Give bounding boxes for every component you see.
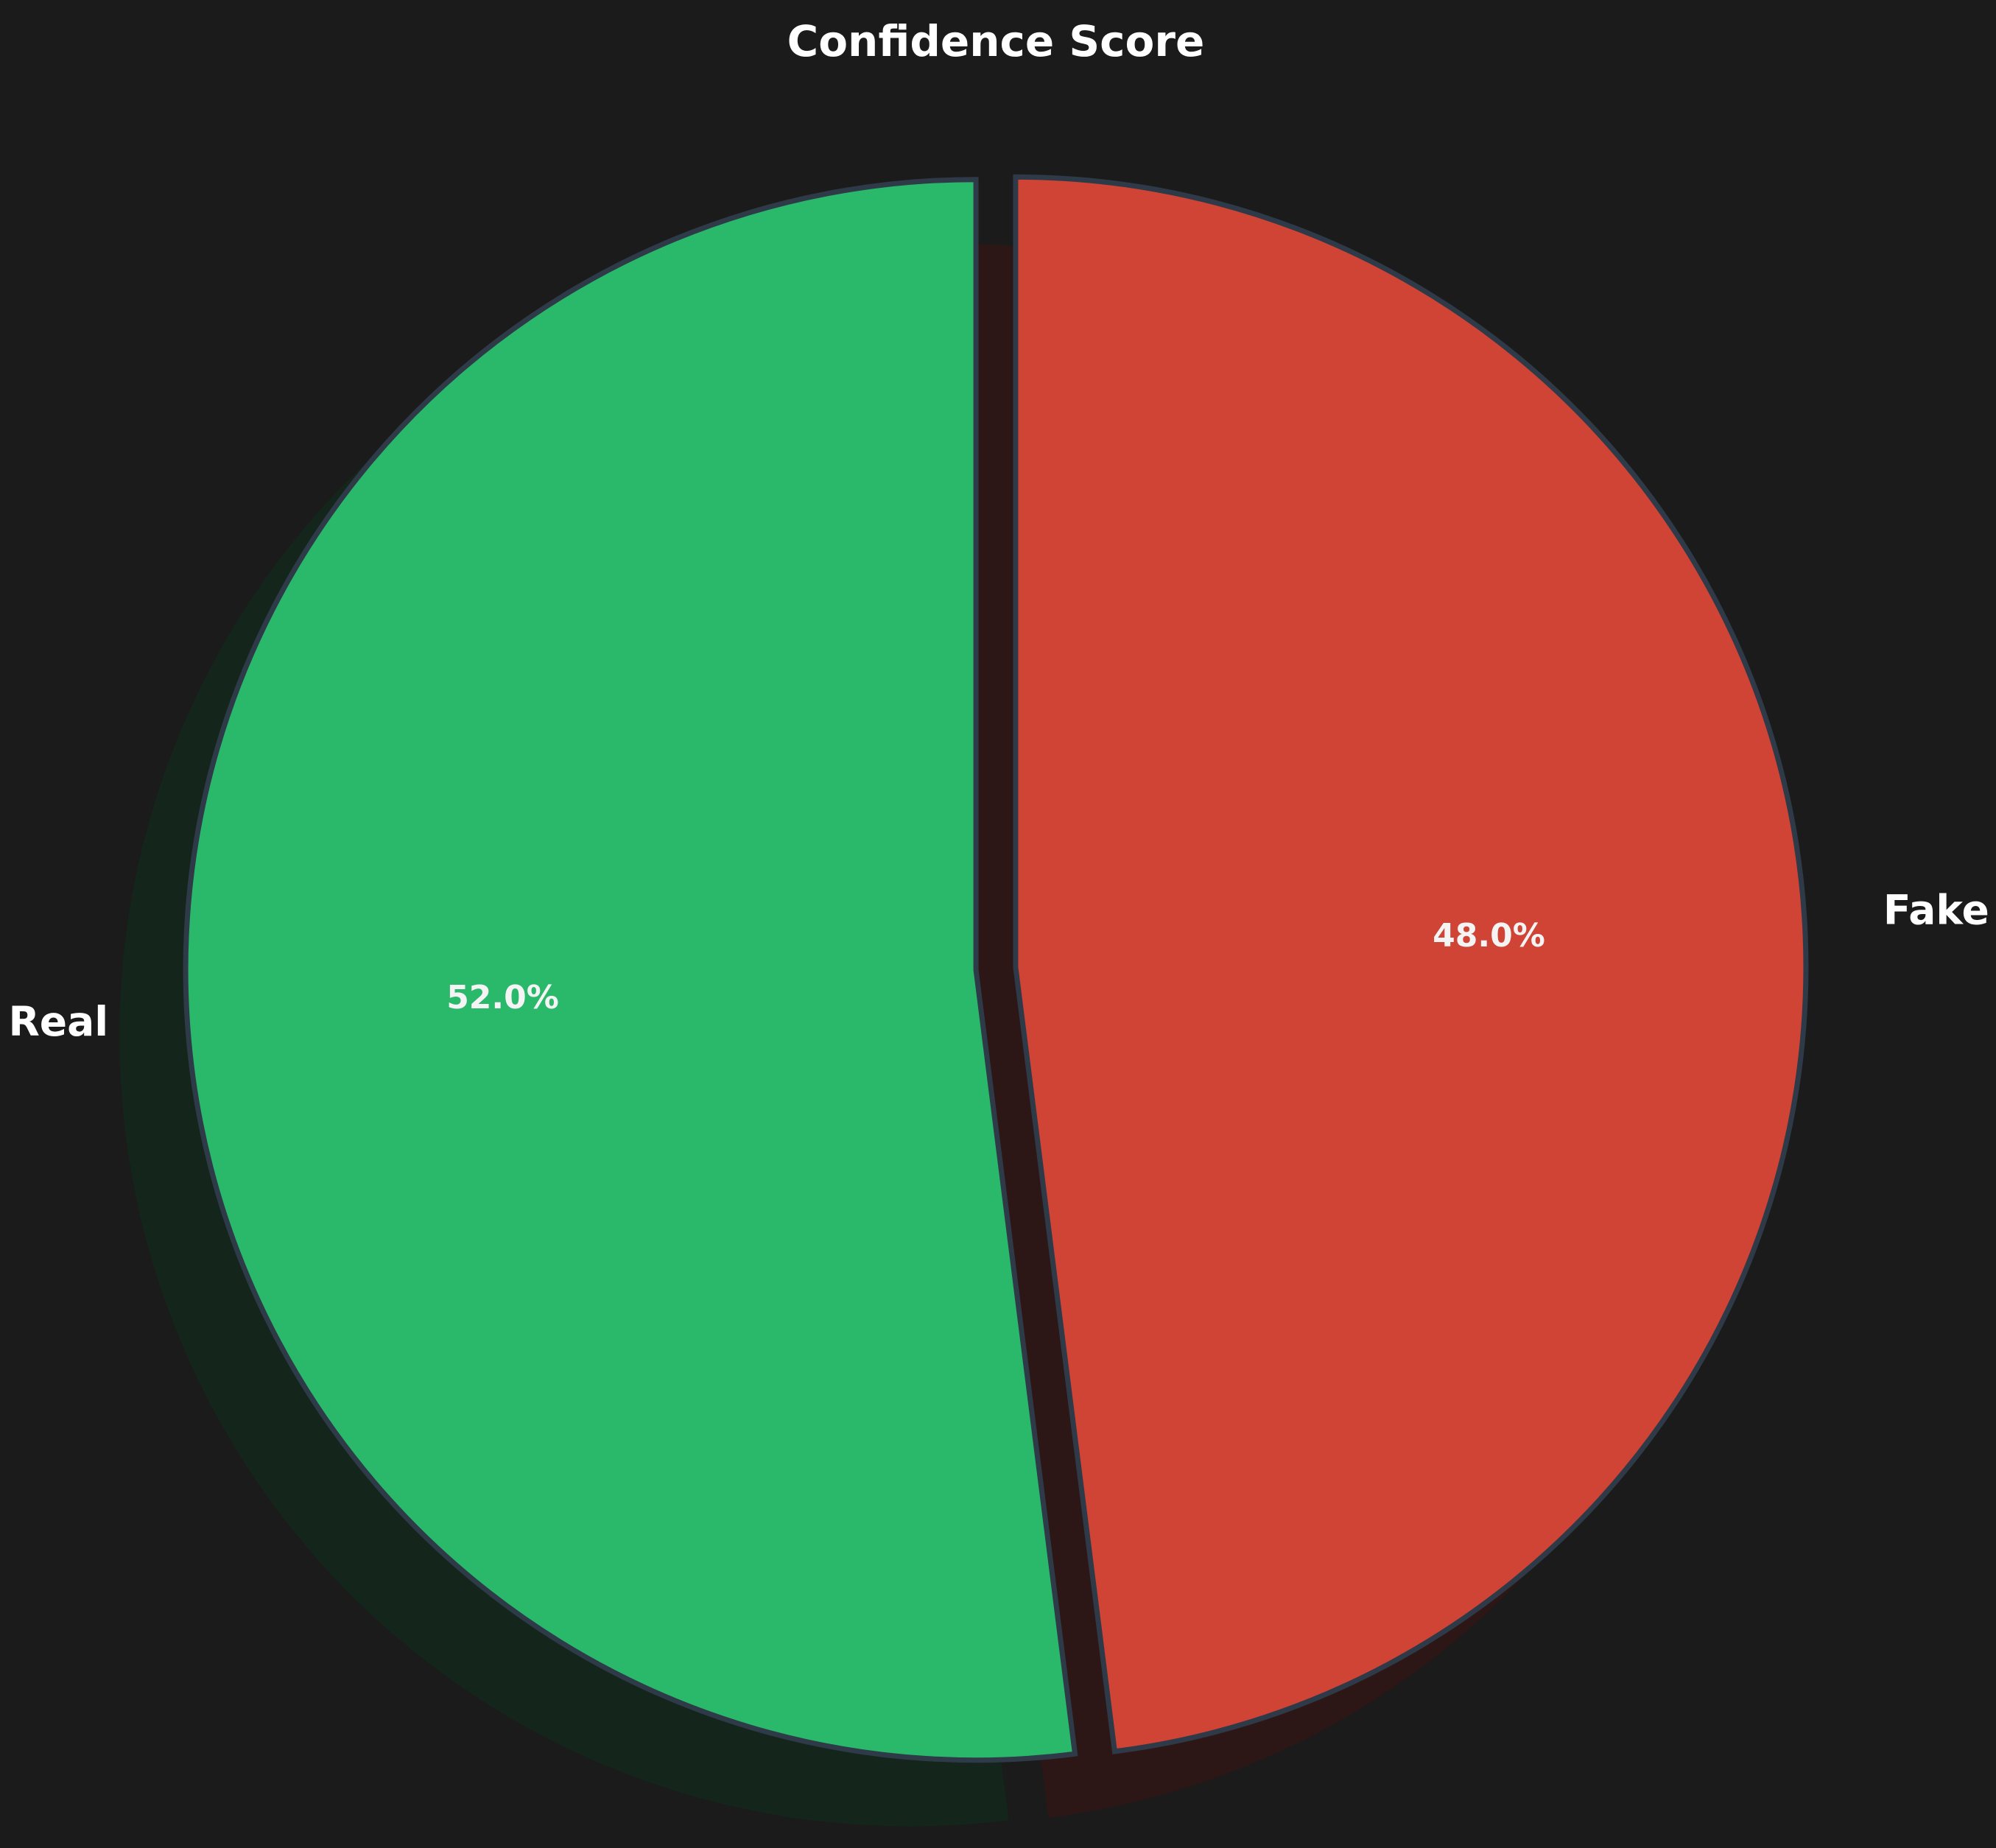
chart-title: Confidence Score — [787, 16, 1205, 66]
slice-layer — [183, 174, 1809, 1763]
pie-label-fake: Fake — [1883, 886, 1989, 933]
pie-label-real: Real — [8, 998, 108, 1045]
pie-pct-label-fake: 48.0% — [1433, 917, 1545, 955]
label-layer: Real 52.0% Fake 48.0% — [8, 886, 1989, 1045]
pie-slice-real — [183, 177, 1078, 1763]
pie-slice-fake — [1013, 174, 1809, 1754]
pie-pct-label-real: 52.0% — [446, 979, 559, 1016]
